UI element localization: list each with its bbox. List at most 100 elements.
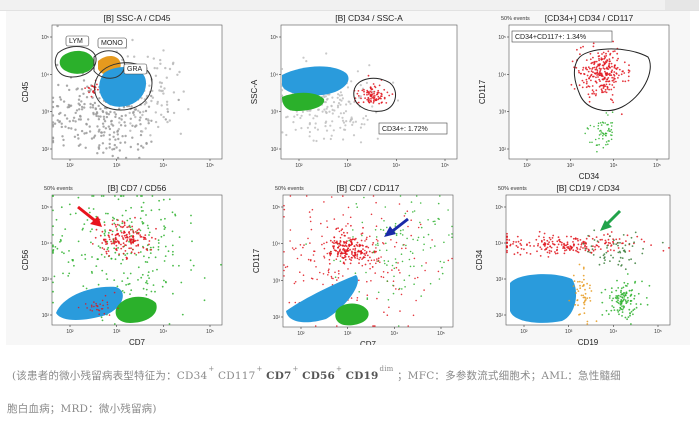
event-dot xyxy=(342,231,345,234)
event-dot xyxy=(351,123,354,126)
event-dot xyxy=(632,313,634,316)
event-dot xyxy=(629,299,632,302)
gra-population xyxy=(286,275,358,323)
event-dot xyxy=(80,129,84,133)
event-dot xyxy=(118,224,121,227)
event-dot xyxy=(191,240,193,243)
caption-sup-3: + xyxy=(292,365,299,373)
event-dot xyxy=(578,313,580,316)
event-dot xyxy=(125,240,128,243)
event-dot xyxy=(142,201,145,204)
event-dot xyxy=(91,103,95,107)
event-dot xyxy=(85,131,88,135)
event-dot xyxy=(624,244,627,247)
event-dot xyxy=(125,256,128,259)
event-dot xyxy=(107,246,110,249)
event-dot xyxy=(589,251,591,254)
event-dot xyxy=(604,90,606,93)
event-dot xyxy=(350,240,353,243)
event-dot xyxy=(620,291,622,294)
event-dot xyxy=(362,117,365,120)
event-dot xyxy=(72,116,76,120)
event-dot xyxy=(603,55,606,58)
event-dot xyxy=(360,251,363,254)
event-dot xyxy=(621,247,624,250)
event-dot xyxy=(368,101,370,104)
event-dot xyxy=(67,261,70,263)
event-dot xyxy=(135,245,138,247)
event-dot xyxy=(106,278,109,280)
event-dot xyxy=(128,225,130,228)
event-dot xyxy=(146,224,149,227)
event-dot xyxy=(337,93,340,96)
event-dot xyxy=(380,228,382,231)
event-dot xyxy=(377,89,380,92)
event-dot xyxy=(346,240,348,243)
event-dot xyxy=(156,102,159,105)
event-dot xyxy=(106,301,109,304)
event-dot xyxy=(519,242,522,245)
event-dot xyxy=(598,85,601,88)
event-dot xyxy=(331,108,334,111)
event-dot xyxy=(359,256,362,259)
event-dot xyxy=(162,115,165,119)
event-dot xyxy=(150,209,153,212)
event-dot xyxy=(103,239,105,242)
event-dot xyxy=(593,229,596,232)
event-dot xyxy=(579,46,582,49)
event-dot xyxy=(345,120,348,123)
event-dot xyxy=(124,156,128,160)
y-tick-label: 10³ xyxy=(42,110,50,116)
x-tick-label: 10⁵ xyxy=(437,331,445,337)
event-dot xyxy=(615,243,618,246)
event-dot xyxy=(366,98,369,101)
event-dot xyxy=(569,245,572,248)
event-dot xyxy=(101,319,104,322)
event-dot xyxy=(345,103,348,106)
event-dot xyxy=(108,142,111,146)
event-dot xyxy=(600,57,603,59)
event-dot xyxy=(358,96,361,99)
event-dot xyxy=(596,244,599,247)
event-dot xyxy=(416,239,419,241)
event-dot xyxy=(112,131,116,134)
event-dot xyxy=(91,310,93,312)
event-dot xyxy=(370,280,372,282)
event-dot xyxy=(349,238,352,241)
event-dot xyxy=(95,215,98,218)
event-dot xyxy=(104,240,107,243)
event-dot xyxy=(621,296,623,299)
event-dot xyxy=(107,113,111,116)
event-dot xyxy=(552,242,554,245)
event-dot xyxy=(375,244,377,246)
event-dot xyxy=(620,73,623,76)
event-dot xyxy=(609,260,611,262)
event-dot xyxy=(137,244,140,247)
event-dot xyxy=(67,275,70,277)
event-dot xyxy=(608,58,611,61)
event-dot xyxy=(88,125,91,128)
event-dot xyxy=(62,144,65,147)
event-dot xyxy=(165,100,169,104)
event-dot xyxy=(623,298,625,300)
event-dot xyxy=(611,305,614,307)
event-dot xyxy=(52,225,54,228)
event-dot xyxy=(609,53,611,56)
event-dot xyxy=(574,303,577,306)
event-dot xyxy=(351,251,353,254)
event-dot xyxy=(592,91,595,93)
event-dot xyxy=(566,241,569,244)
event-dot xyxy=(325,111,328,115)
event-dot xyxy=(140,210,143,212)
event-dot xyxy=(129,228,132,231)
highlight-arrow-head xyxy=(90,216,102,227)
event-dot xyxy=(103,232,106,235)
event-dot xyxy=(337,227,339,230)
event-dot xyxy=(604,122,606,124)
event-dot xyxy=(360,123,363,126)
event-dot xyxy=(104,294,107,297)
event-dot xyxy=(92,91,94,93)
event-dot xyxy=(351,253,353,255)
event-dot xyxy=(323,257,326,259)
